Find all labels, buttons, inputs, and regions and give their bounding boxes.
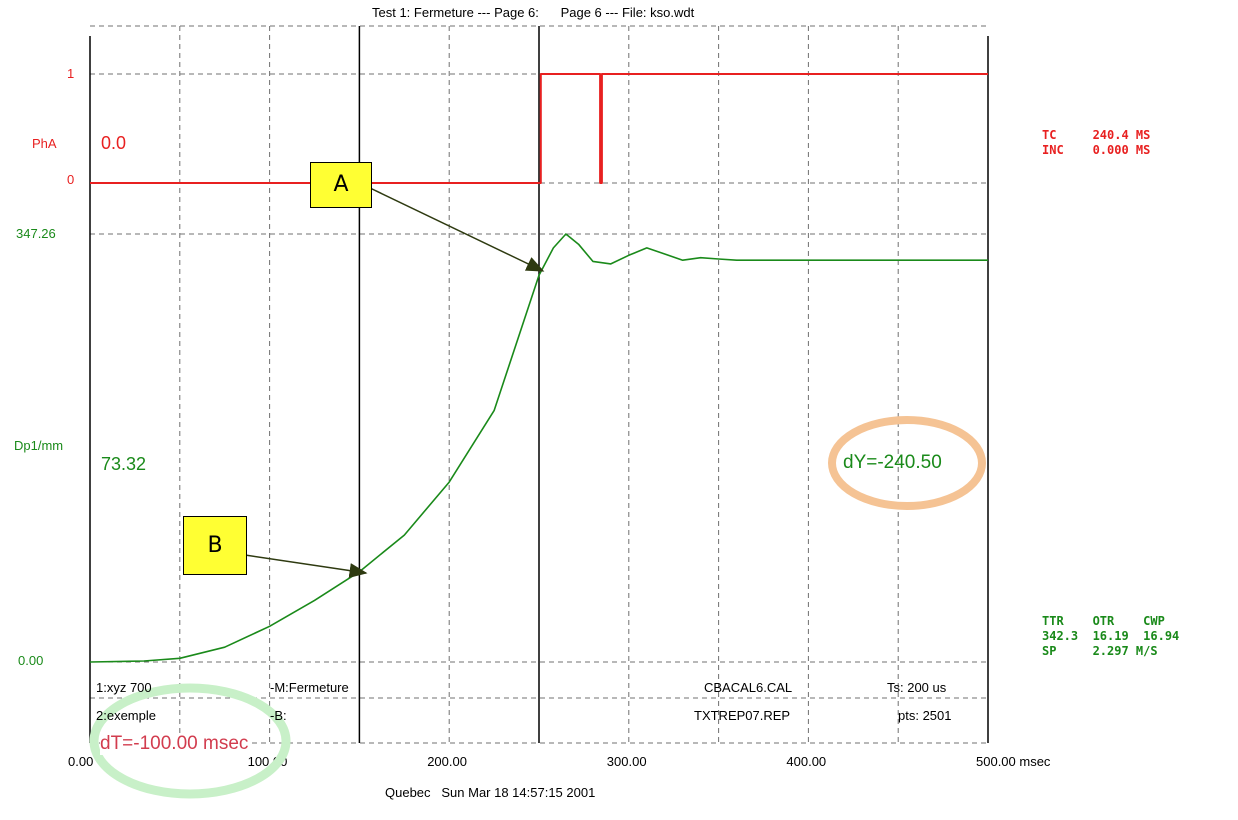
pha-cursor-value: 0.0 (101, 133, 127, 153)
info-row1-col4: Ts: 200 us (887, 680, 947, 695)
footer-timestamp: Quebec Sun Mar 18 14:57:15 2001 (385, 785, 596, 800)
x-tick-labels: 0.00 100.00 200.00 300.00 400.00 500.00 msec (68, 754, 1051, 769)
dp-max-label: 347.26 (16, 226, 56, 241)
series-line-pha (90, 73, 988, 184)
inc-readout: INC 0.000 MS (1042, 143, 1151, 157)
info-row2-col4: pts: 2501 (898, 708, 952, 723)
x-tick-label: 0.00 (68, 754, 93, 769)
callout-box-a: A (310, 162, 372, 208)
dp-channel-label: Dp1/mm (14, 438, 64, 453)
ttr-header: TTR OTR CWP (1042, 614, 1165, 628)
series-line-dp1 (89, 233, 988, 663)
dp-cursor-value: 73.32 (101, 454, 147, 474)
dt-readout: dT=-100.00 msec (100, 733, 249, 755)
plot-frame (89, 36, 989, 743)
dp-zero-label: 0.00 (18, 653, 44, 668)
cursor-lines[interactable] (358, 26, 540, 743)
chart-title: Test 1: Fermeture --- Page 6: Page 6 ---… (372, 5, 695, 20)
info-row2-col3: TXTREP07.REP (694, 708, 791, 723)
x-tick-label: 400.00 (786, 754, 826, 769)
dt-highlight-ellipse (89, 683, 291, 799)
info-row2-col2: -B: (270, 708, 287, 723)
x-tick-label: 200.00 (427, 754, 467, 769)
info-row1-col3: CBACAL6.CAL (704, 680, 793, 695)
info-row1-col2: -M:Fermeture (270, 680, 349, 695)
callout-arrows (244, 187, 545, 578)
callout-box-b: B (183, 516, 247, 575)
dy-highlight-ellipse (828, 416, 986, 510)
ttr-values: 342.3 16.19 16.94 (1042, 629, 1180, 643)
pha-level-zero-label: 0 (67, 172, 75, 187)
info-row1-col1: 1:xyz 700 (96, 680, 152, 695)
pha-channel-label: PhA (32, 136, 57, 151)
x-tick-label: 300.00 (607, 754, 647, 769)
series-layer (89, 73, 988, 663)
arrow-b (244, 554, 368, 578)
x-tick-label: 500.00 msec (976, 754, 1051, 769)
tc-readout: TC 240.4 MS (1042, 128, 1151, 142)
sp-readout: SP 2.297 M/S (1042, 644, 1158, 658)
info-row2-col1: 2:exemple (96, 708, 156, 723)
arrow-a (369, 187, 545, 272)
dy-readout: dY=-240.50 (843, 452, 942, 473)
pha-level-one-label: 1 (67, 66, 75, 81)
